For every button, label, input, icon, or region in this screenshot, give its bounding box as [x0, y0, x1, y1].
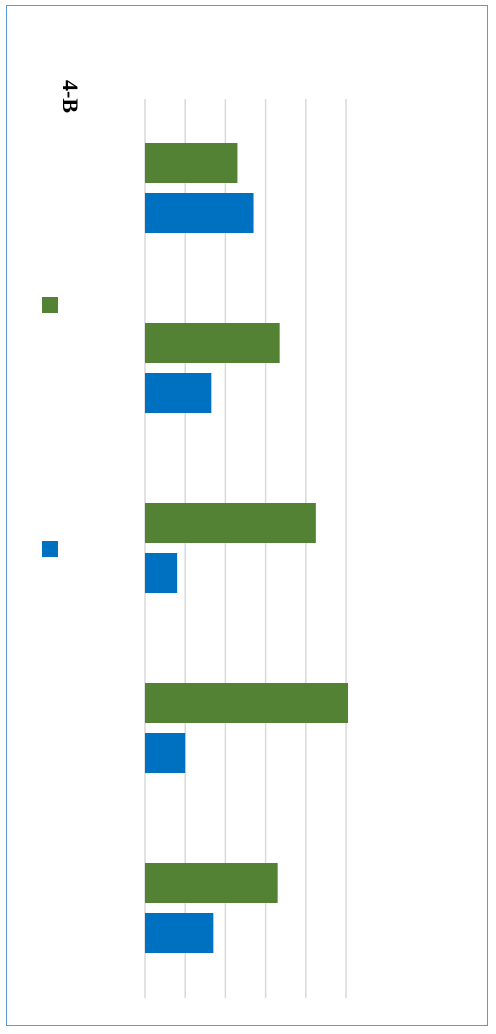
bars — [145, 143, 349, 953]
bar-chart: 4-B — [42, 80, 349, 998]
bar-series2-category3 — [145, 553, 178, 593]
bar-series2-category2 — [145, 373, 212, 413]
bar-series1-category1 — [145, 143, 238, 183]
bar-series1-category4 — [145, 683, 349, 723]
gridlines — [144, 99, 347, 998]
bar-series1-category2 — [145, 323, 280, 363]
legend-swatch-series2 — [42, 541, 58, 557]
legend-swatch-series1 — [42, 297, 58, 313]
bar-series1-category5 — [145, 863, 278, 903]
chart-title: 4-B — [58, 80, 83, 113]
bar-series2-category4 — [145, 733, 186, 773]
legend — [42, 297, 58, 557]
bar-series2-category5 — [145, 913, 214, 953]
bar-series1-category3 — [145, 503, 316, 543]
chart-frame: 4-B — [6, 5, 488, 1026]
bar-series2-category1 — [145, 193, 254, 233]
